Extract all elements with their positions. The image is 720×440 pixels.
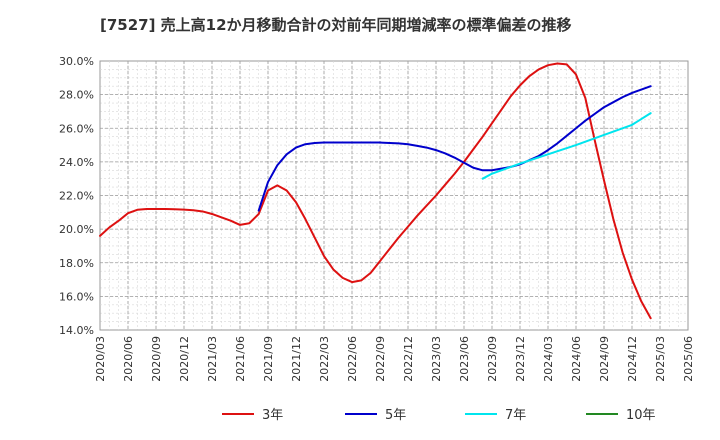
grid-lines — [99, 60, 689, 331]
x-tick-label: 2023/03 — [430, 336, 443, 382]
x-tick-label: 2022/09 — [374, 336, 387, 382]
y-tick-label: 18.0% — [59, 257, 94, 270]
x-tick-label: 2020/06 — [122, 336, 135, 382]
x-tick-label: 2020/09 — [150, 336, 163, 382]
y-axis: 14.0% 16.0% 18.0% 20.0% 22.0% 24.0% 26.0% 28.0%… — [59, 55, 94, 337]
x-tick-label: 2021/12 — [290, 336, 303, 382]
x-tick-label: 2020/03 — [94, 336, 107, 382]
x-tick-label: 2024/09 — [598, 336, 611, 382]
y-tick-label: 26.0% — [59, 122, 94, 135]
x-tick-label: 2024/03 — [542, 336, 555, 382]
y-tick-label: 30.0% — [59, 55, 94, 68]
series-line-5年 — [257, 85, 652, 212]
y-tick-label: 14.0% — [59, 324, 94, 337]
x-tick-label: 2024/06 — [570, 336, 583, 382]
x-tick-label: 2022/06 — [346, 336, 359, 382]
x-tick-label: 2023/06 — [458, 336, 471, 382]
series-lines — [99, 62, 652, 320]
x-tick-label: 2022/12 — [402, 336, 415, 382]
x-tick-label: 2023/09 — [486, 336, 499, 382]
legend-label: 3年 — [262, 408, 283, 423]
legend-label: 10年 — [626, 408, 656, 423]
y-tick-label: 22.0% — [59, 190, 94, 203]
legend-label: 7年 — [505, 408, 526, 423]
x-tick-label: 2021/03 — [206, 336, 219, 382]
legend: 3年 5年 7年 10年 — [222, 408, 656, 423]
x-tick-label: 2024/12 — [626, 336, 639, 382]
x-tick-label: 2025/06 — [682, 336, 695, 382]
legend-label: 5年 — [385, 408, 406, 423]
x-tick-label: 2023/12 — [514, 336, 527, 382]
x-axis: 2020/03 2020/06 2020/09 2020/12 2021/03 2021/… — [94, 336, 695, 382]
x-tick-label: 2020/12 — [178, 336, 191, 382]
x-tick-label: 2022/03 — [318, 336, 331, 382]
series-line-7年 — [481, 112, 652, 180]
series-line-3年 — [99, 62, 652, 320]
x-tick-label: 2025/03 — [654, 336, 667, 382]
y-tick-label: 16.0% — [59, 290, 94, 303]
x-tick-label: 2021/09 — [262, 336, 275, 382]
y-tick-label: 20.0% — [59, 223, 94, 236]
x-tick-label: 2021/06 — [234, 336, 247, 382]
y-tick-label: 28.0% — [59, 89, 94, 102]
y-tick-label: 24.0% — [59, 156, 94, 169]
chart-title: [7527] 売上高12か月移動合計の対前年同期増減率の標準偏差の推移 — [100, 16, 572, 34]
